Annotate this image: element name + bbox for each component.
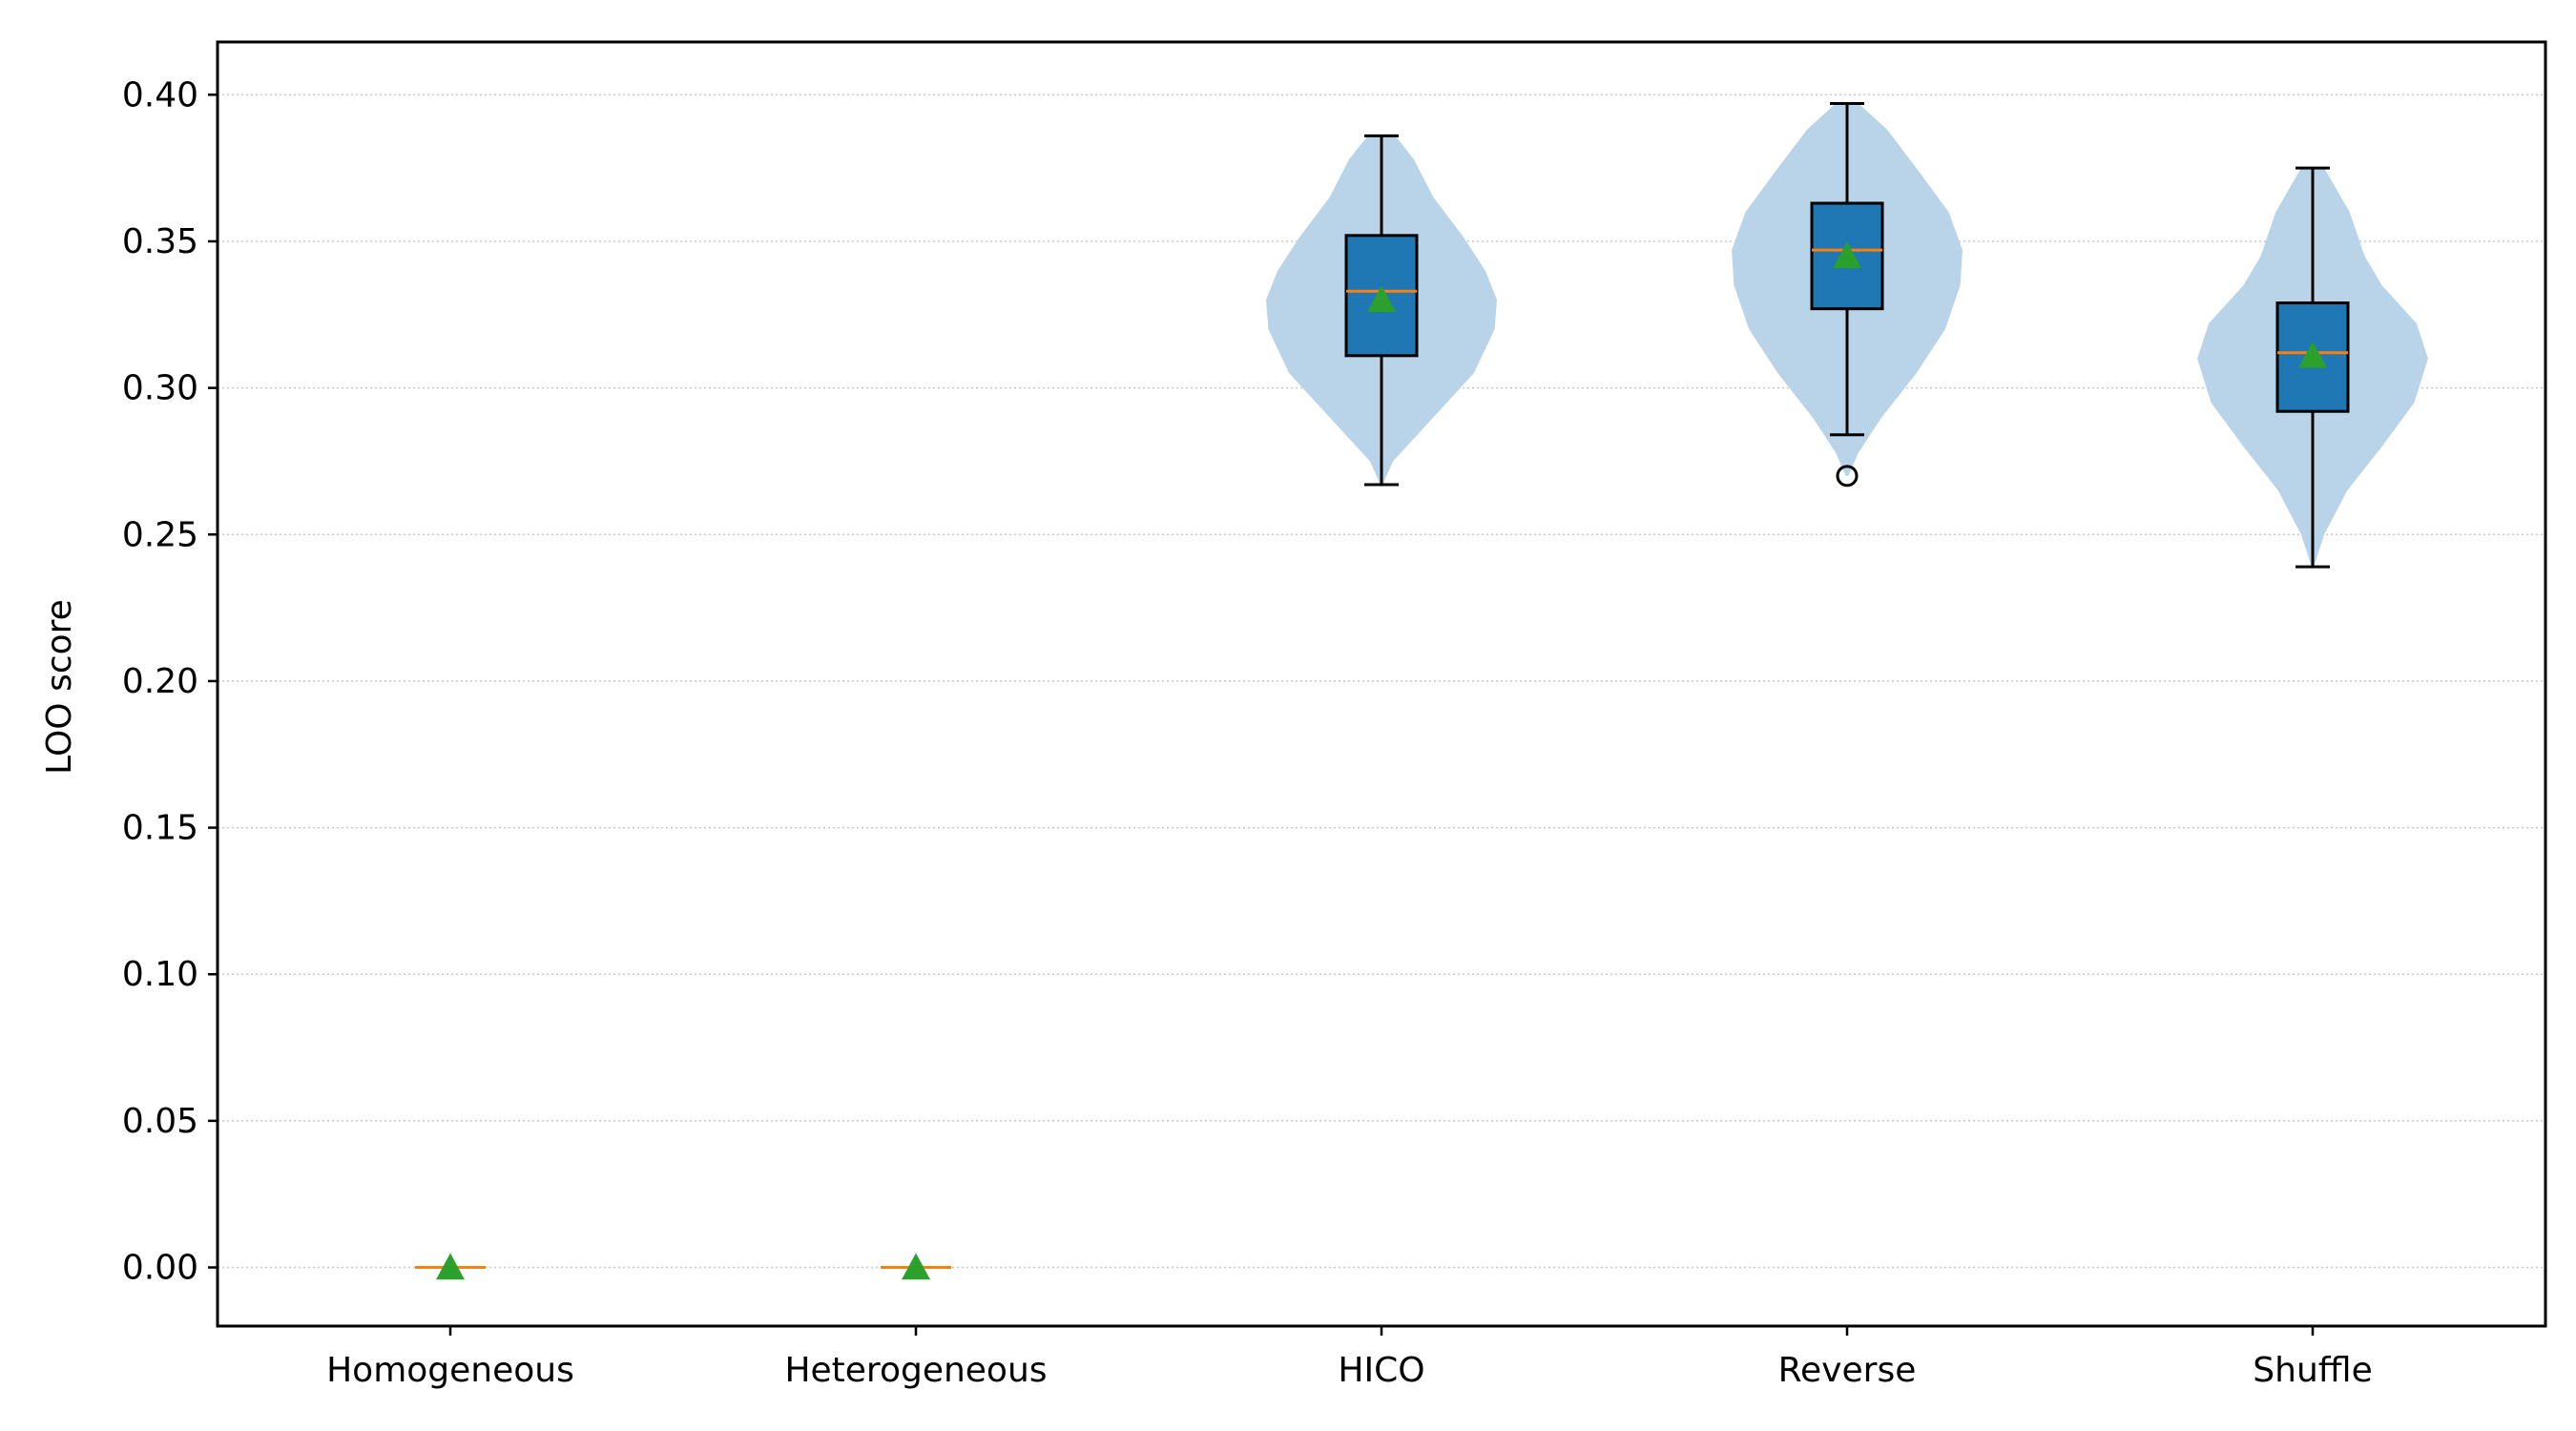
y-tick-label: 0.20: [122, 662, 198, 701]
y-tick-label: 0.40: [122, 75, 198, 114]
y-tick-label: 0.00: [122, 1249, 198, 1288]
y-tick-label: 0.10: [122, 955, 198, 994]
x-tick-label: Heterogeneous: [784, 1351, 1047, 1390]
mean-marker-heterogeneous: [902, 1253, 930, 1280]
y-axis-label: LOO score: [40, 599, 79, 775]
x-tick-label: Reverse: [1778, 1351, 1917, 1390]
boxplots: [415, 102, 2350, 1280]
outlier-reverse: [1836, 465, 1859, 487]
x-tick-label: Homogeneous: [326, 1351, 574, 1390]
mean-marker-homogeneous: [436, 1253, 465, 1280]
mean-marker-reverse: [1833, 241, 1861, 269]
y-tick-label: 0.35: [122, 222, 198, 261]
y-tick-label: 0.25: [122, 515, 198, 554]
y-tick-label: 0.15: [122, 809, 198, 848]
y-tick-label: 0.30: [122, 369, 198, 408]
axes: 0.00 0.05 0.10 0.15 0.20 0.25 0.30 0.35 0.40 Homo…: [122, 40, 2547, 1390]
mean-marker-hico: [1367, 285, 1396, 313]
x-tick-label: HICO: [1338, 1351, 1424, 1390]
mean-marker-shuffle: [2298, 341, 2327, 368]
y-tick-label: 0.05: [122, 1102, 198, 1141]
x-tick-label: Shuffle: [2253, 1351, 2372, 1390]
